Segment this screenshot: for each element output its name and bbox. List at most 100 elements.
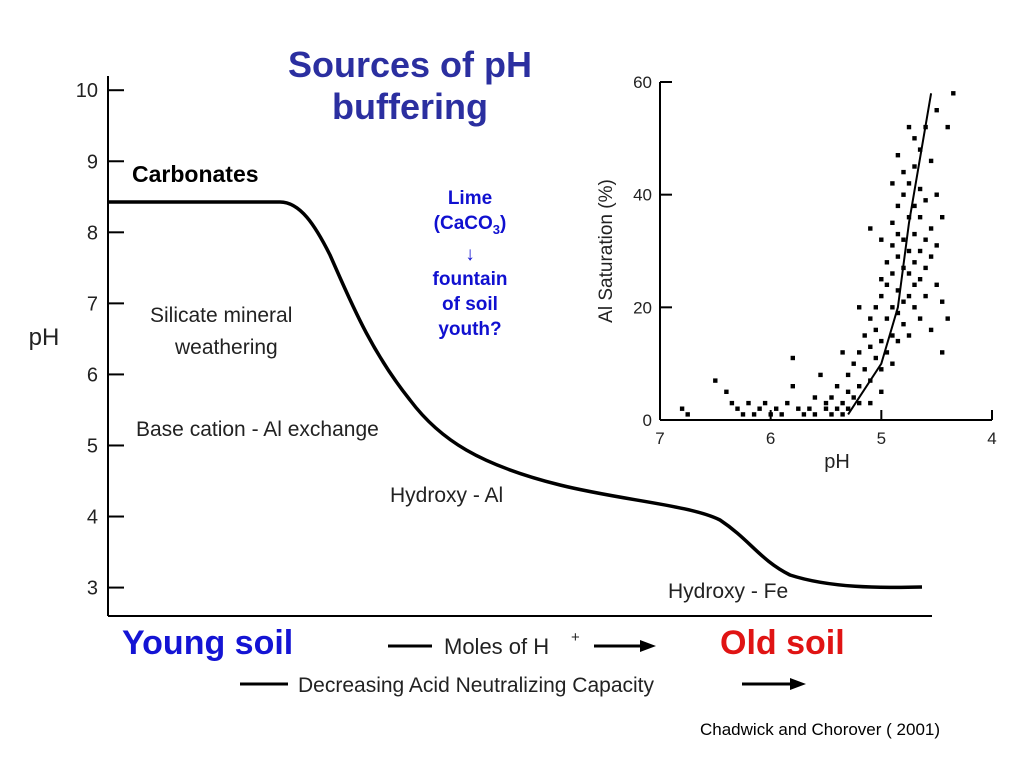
scatter-point [934, 282, 939, 287]
main-y-tick-label: 6 [87, 364, 98, 386]
moles-arrowhead-icon [640, 640, 656, 652]
scatter-point [823, 400, 829, 406]
scatter-point [917, 277, 923, 282]
scatter-point [845, 406, 851, 411]
annotation-carbonates: Carbonates [132, 161, 259, 187]
inset-x-tick-label: 6 [766, 429, 775, 448]
lime-line2-prefix: (CaCO [433, 213, 493, 234]
scatter-point [879, 277, 884, 282]
lime-line5: youth? [438, 318, 502, 340]
scatter-point [729, 400, 735, 406]
scatter-point [879, 293, 884, 299]
scatter-point [785, 400, 790, 406]
scatter-point [912, 305, 917, 310]
scatter-point [934, 243, 939, 248]
lime-line2: (CaCO3) [400, 211, 540, 242]
scatter-point [790, 384, 795, 389]
buffering-curve [108, 200, 923, 590]
scatter-point [751, 412, 757, 417]
scatter-point [901, 322, 906, 327]
scatter-point [829, 395, 834, 400]
scatter-point [940, 299, 945, 304]
scatter-point [746, 400, 751, 406]
lime-note: Lime (CaCO3) ↓ fountain of soil youth? [400, 186, 540, 342]
scatter-point [923, 293, 928, 299]
scatter-point [879, 367, 884, 372]
scatter-point [945, 124, 950, 130]
scatter-point [818, 372, 823, 378]
scatter-point [884, 260, 890, 265]
annotation-hydroxy-fe: Hydroxy - Fe [668, 580, 788, 603]
scatter-point [790, 355, 795, 361]
inset-trend-line [847, 93, 933, 415]
scatter-point [685, 412, 690, 417]
scatter-point [901, 169, 906, 175]
scatter-point [912, 164, 917, 169]
inset-y-tick-label: 0 [643, 411, 652, 430]
scatter-point [917, 147, 923, 152]
scatter-point [928, 226, 934, 231]
scatter-point [912, 282, 917, 287]
annotation-silicate-2: weathering [174, 336, 278, 359]
scatter-point [901, 237, 906, 242]
moles-label: Moles of H [444, 634, 549, 659]
young-soil-label: Young soil [122, 624, 294, 662]
inset-y-tick-label: 20 [633, 298, 652, 317]
scatter-point [895, 231, 901, 237]
scatter-point [679, 406, 685, 411]
old-soil-label: Old soil [720, 624, 845, 662]
scatter-point [774, 406, 779, 411]
scatter-point [829, 412, 834, 417]
scatter-point [890, 305, 895, 310]
scatter-point [901, 299, 906, 304]
scatter-point [851, 395, 856, 400]
scatter-point [890, 220, 895, 225]
scatter-point [895, 310, 901, 316]
moles-label-sup: + [571, 629, 580, 646]
scatter-point [895, 254, 901, 259]
scatter-point [796, 406, 801, 411]
scatter-point [895, 288, 901, 293]
scatter-point [757, 406, 762, 411]
scatter-point [834, 406, 840, 411]
anc-label: Decreasing Acid Neutralizing Capacity [298, 674, 655, 697]
scatter-point [868, 400, 873, 406]
scatter-point [857, 384, 862, 389]
scatter-point [812, 412, 818, 417]
lime-line2-suffix: ) [500, 213, 507, 234]
scatter-point [812, 395, 818, 400]
scatter-point [713, 378, 718, 383]
anc-arrowhead-icon [790, 678, 806, 690]
scatter-point [940, 350, 945, 355]
scatter-point [868, 316, 873, 321]
main-y-tick-label: 10 [76, 80, 98, 102]
scatter-point [912, 260, 917, 265]
scatter-point [868, 226, 873, 231]
scatter-point [890, 271, 895, 276]
inset-x-tick-label: 4 [987, 429, 996, 448]
scatter-point [945, 316, 950, 321]
scatter-point [873, 355, 878, 361]
annotation-base-cation: Base cation - Al exchange [136, 418, 379, 441]
scatter-point [906, 124, 912, 130]
scatter-point [934, 192, 939, 197]
main-y-tick-label: 3 [87, 578, 98, 600]
inset-y-axis-label: Al Saturation (%) [596, 179, 617, 323]
scatter-point [884, 282, 890, 287]
scatter-point [762, 400, 768, 406]
main-y-axis-label: pH [29, 324, 60, 351]
scatter-point [840, 412, 845, 417]
down-arrow-icon: ↓ [465, 243, 475, 265]
scatter-point [917, 316, 923, 321]
annotation-hydroxy-al: Hydroxy - Al [390, 484, 503, 507]
inset-y-tick-label: 40 [633, 186, 652, 205]
scatter-point [851, 361, 856, 366]
scatter-point [857, 400, 862, 406]
scatter-point [923, 237, 928, 242]
scatter-point [951, 91, 956, 96]
scatter-point [879, 237, 884, 242]
scatter-point [923, 198, 928, 203]
main-y-tick-label: 5 [87, 435, 98, 457]
scatter-point [906, 271, 912, 276]
